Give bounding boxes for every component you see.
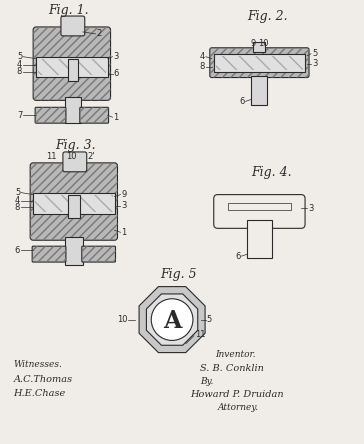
FancyBboxPatch shape xyxy=(32,246,66,262)
Text: H.E.Chase: H.E.Chase xyxy=(13,389,66,398)
Text: 8: 8 xyxy=(15,203,20,212)
Polygon shape xyxy=(146,294,198,345)
Text: 5: 5 xyxy=(17,52,22,61)
Text: 10: 10 xyxy=(258,39,269,48)
Text: 1: 1 xyxy=(122,228,127,237)
Text: 3: 3 xyxy=(114,52,119,61)
Bar xyxy=(252,75,267,105)
Text: 4: 4 xyxy=(199,52,205,61)
Bar xyxy=(68,194,80,218)
Bar xyxy=(253,42,265,52)
Text: 1: 1 xyxy=(114,113,119,122)
Text: 2': 2' xyxy=(88,152,95,161)
FancyBboxPatch shape xyxy=(214,194,305,228)
Bar xyxy=(65,97,81,123)
Text: 8: 8 xyxy=(199,62,205,71)
FancyBboxPatch shape xyxy=(61,16,85,36)
Text: 3: 3 xyxy=(122,201,127,210)
Text: S. B. Conklin: S. B. Conklin xyxy=(200,364,264,373)
FancyBboxPatch shape xyxy=(35,107,66,123)
Bar xyxy=(33,193,115,214)
Text: 5: 5 xyxy=(15,188,20,197)
FancyBboxPatch shape xyxy=(30,163,118,240)
Text: 7: 7 xyxy=(17,111,22,120)
Text: Witnesses.: Witnesses. xyxy=(13,360,62,369)
Bar xyxy=(228,202,291,210)
Polygon shape xyxy=(139,287,205,353)
Circle shape xyxy=(151,299,193,341)
FancyBboxPatch shape xyxy=(210,48,309,78)
Text: Howard P. Druidan: Howard P. Druidan xyxy=(190,390,284,399)
Bar xyxy=(216,56,303,70)
Bar xyxy=(246,220,272,258)
Bar xyxy=(65,237,83,265)
Text: A.C.Thomas: A.C.Thomas xyxy=(13,375,72,384)
Text: Attorney.: Attorney. xyxy=(218,403,259,412)
Text: 8: 8 xyxy=(17,67,22,76)
Text: 11: 11 xyxy=(47,152,57,161)
Text: Fig. 2.: Fig. 2. xyxy=(247,10,288,23)
Text: Inventor.: Inventor. xyxy=(215,350,256,359)
Bar xyxy=(35,194,112,213)
Text: 6: 6 xyxy=(239,97,245,106)
Bar xyxy=(68,59,78,80)
FancyBboxPatch shape xyxy=(82,246,115,262)
FancyBboxPatch shape xyxy=(33,27,111,100)
Text: 6: 6 xyxy=(114,69,119,78)
FancyBboxPatch shape xyxy=(63,152,87,172)
Bar xyxy=(38,59,106,75)
Text: 5: 5 xyxy=(312,49,317,58)
Text: 4: 4 xyxy=(15,196,20,205)
Text: 4: 4 xyxy=(17,60,22,69)
Text: 9: 9 xyxy=(251,39,256,48)
Text: 6: 6 xyxy=(15,246,20,255)
FancyBboxPatch shape xyxy=(80,107,108,123)
Text: 9: 9 xyxy=(122,190,127,199)
Text: 3: 3 xyxy=(308,204,313,213)
Text: Fig. 1.: Fig. 1. xyxy=(48,4,89,17)
Text: A: A xyxy=(163,309,181,333)
Text: 5: 5 xyxy=(207,315,212,324)
Text: 10: 10 xyxy=(66,152,76,161)
Text: 3: 3 xyxy=(312,59,317,68)
Text: Fig. 3.: Fig. 3. xyxy=(55,139,96,152)
Bar xyxy=(214,54,305,71)
Text: Fig. 5: Fig. 5 xyxy=(160,268,196,281)
Text: 2: 2 xyxy=(97,29,102,38)
Text: By.: By. xyxy=(200,377,213,386)
Bar xyxy=(36,57,108,76)
Text: 6: 6 xyxy=(235,252,241,261)
Text: Fig. 4.: Fig. 4. xyxy=(251,166,292,179)
Text: 11: 11 xyxy=(195,330,205,339)
Text: 10: 10 xyxy=(117,315,127,324)
